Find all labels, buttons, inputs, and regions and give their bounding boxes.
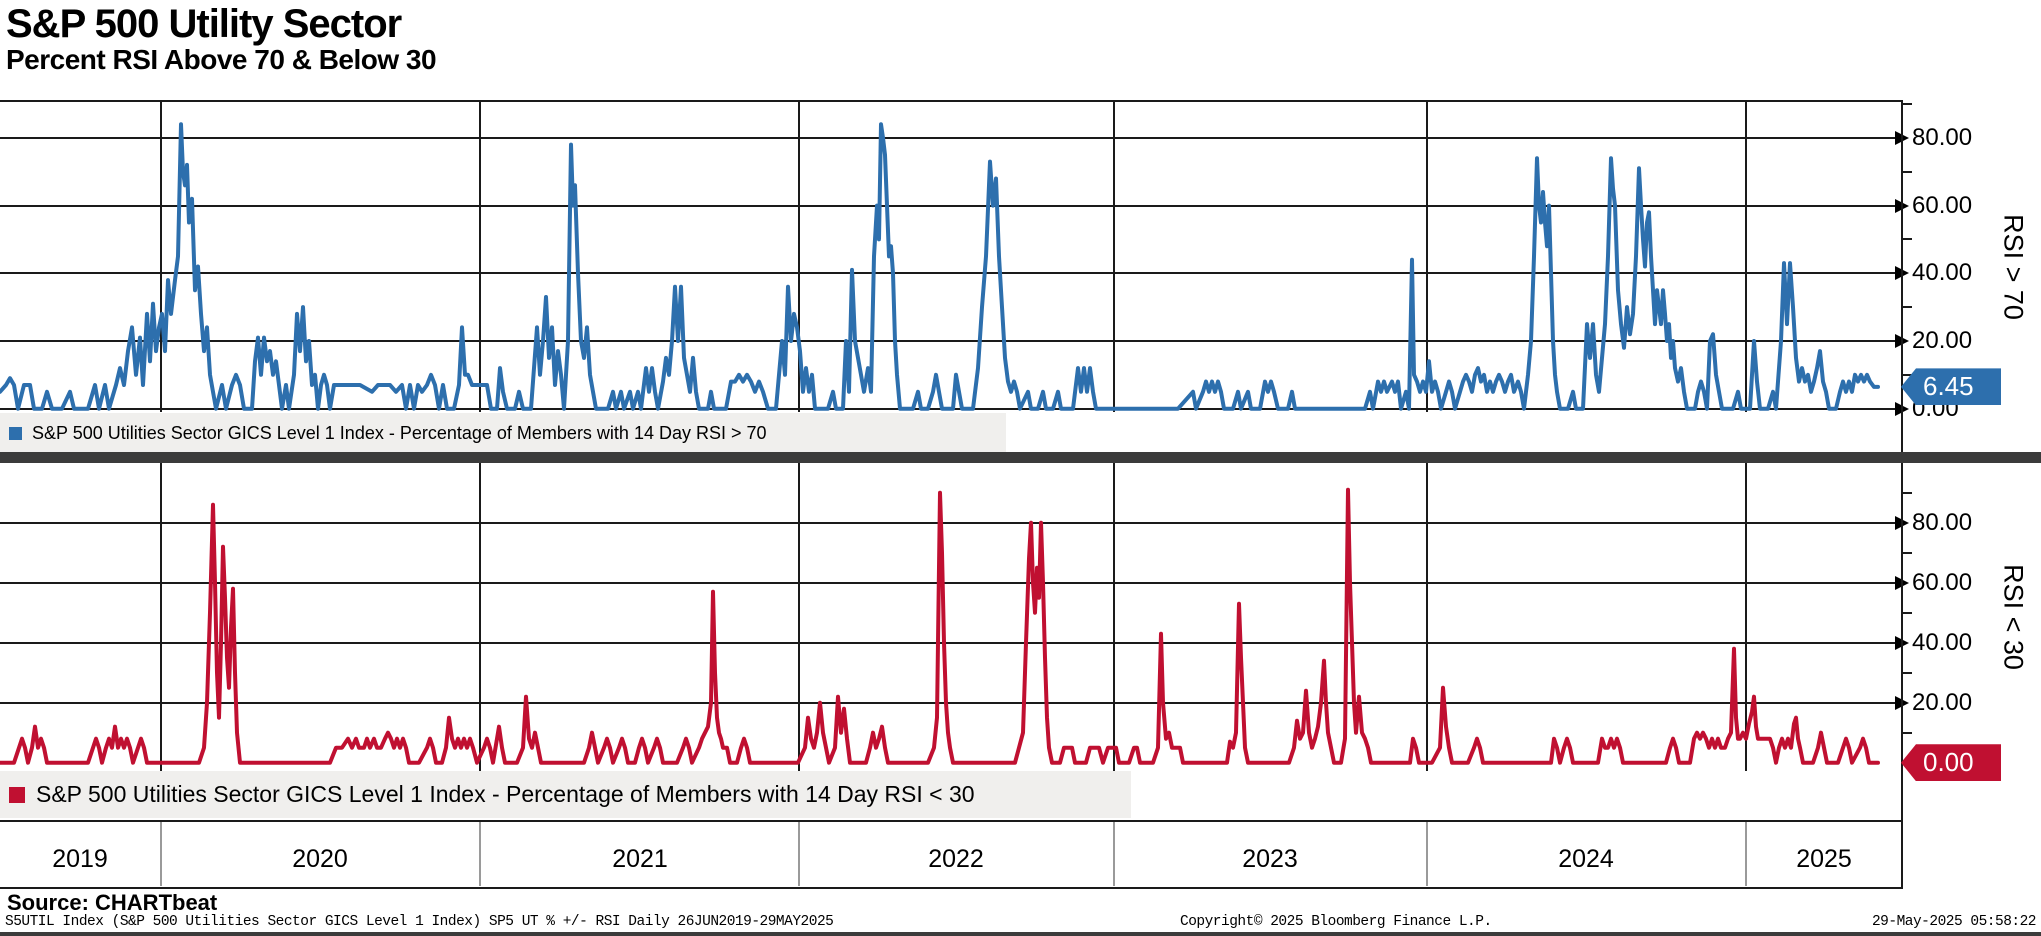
y-minor-tick-70 [1902, 551, 1912, 554]
year-gridline-2021 [479, 463, 481, 771]
legend-label: S&P 500 Utilities Sector GICS Level 1 In… [36, 781, 975, 807]
y-minor-tick-50 [1902, 611, 1912, 614]
y-axis-label-80: 80.00 [1912, 508, 1973, 536]
y-minor-tick-10 [1902, 731, 1912, 734]
page-title: S&P 500 Utility Sector [6, 2, 402, 46]
year-band-separator-2020 [160, 822, 162, 886]
year-band-separator-2025 [1745, 822, 1747, 886]
y-axis-label-60: 60.00 [1912, 191, 1973, 219]
year-label-2019: 2019 [52, 845, 108, 873]
year-gridline-2025 [1745, 463, 1747, 771]
y-axis-label-80: 80.00 [1912, 123, 1973, 151]
y-minor-tick-90 [1902, 491, 1912, 494]
year-band-separator-2024 [1426, 822, 1428, 886]
year-band-separator-2023 [1113, 822, 1115, 886]
window-bottom-bar [0, 932, 2041, 936]
year-label-2023: 2023 [1242, 845, 1298, 873]
year-gridline-2024 [1426, 463, 1428, 771]
legend-swatch-red [9, 786, 25, 803]
year-gridline-2021 [479, 101, 481, 412]
source-label: Source: CHARTbeat [7, 890, 218, 915]
y-axis-label-40: 40.00 [1912, 628, 1973, 656]
legend-rsi-above-70: S&P 500 Utilities Sector GICS Level 1 In… [0, 413, 1006, 453]
rsi-below-30-line [0, 487, 1880, 765]
y-gridline-40 [0, 641, 1895, 644]
right-axis-line [1901, 101, 1903, 889]
y-gridline-40 [0, 272, 1895, 275]
year-gridline-2023 [1113, 101, 1115, 412]
last-value-badge-bottom: 0.00 [1901, 744, 2001, 782]
year-label-2021: 2021 [612, 845, 668, 873]
rsi-above-70-line [0, 122, 1880, 411]
y-minor-tick-50 [1902, 238, 1912, 241]
y-minor-tick-70 [1902, 170, 1912, 173]
y-minor-tick-30 [1902, 306, 1912, 309]
year-label-2025: 2025 [1796, 845, 1852, 873]
legend-swatch-blue [9, 426, 22, 440]
top-axis-title: RSI > 70 [1998, 214, 2029, 320]
legend-label: S&P 500 Utilities Sector GICS Level 1 In… [32, 422, 767, 443]
ticker-info-line: S5UTIL Index (S&P 500 Utilities Sector G… [5, 914, 834, 930]
timestamp-text: 29-May-2025 05:58:22 [1871, 914, 2037, 930]
year-gridline-2022 [798, 463, 800, 771]
y-axis-label-20: 20.00 [1912, 688, 1973, 716]
year-label-2024: 2024 [1558, 845, 1614, 873]
year-gridline-2025 [1745, 101, 1747, 412]
y-axis-label-20: 20.00 [1912, 326, 1973, 354]
y-minor-tick-90 [1902, 103, 1912, 105]
top-panel-frame-line [0, 100, 1903, 102]
y-axis-label-60: 60.00 [1912, 568, 1973, 596]
year-gridline-2020 [160, 101, 162, 412]
panel-divider [0, 452, 2041, 463]
y-gridline-60 [0, 581, 1895, 584]
x-axis-band-top-line [0, 820, 1903, 822]
year-label-2020: 2020 [292, 845, 348, 873]
y-gridline-80 [0, 521, 1895, 524]
x-axis-band-bottom-line [0, 887, 1903, 889]
year-band-separator-2022 [798, 822, 800, 886]
page-subtitle: Percent RSI Above 70 & Below 30 [6, 44, 437, 75]
y-gridline-60 [0, 204, 1895, 207]
copyright-text: Copyright© 2025 Bloomberg Finance L.P. [1180, 914, 1492, 930]
year-gridline-2022 [798, 101, 800, 412]
bottom-axis-title: RSI < 30 [1998, 564, 2029, 670]
year-band-separator-2021 [479, 822, 481, 886]
legend-rsi-below-30: S&P 500 Utilities Sector GICS Level 1 In… [0, 771, 1131, 818]
y-minor-tick-10 [1902, 373, 1912, 376]
y-axis-label-40: 40.00 [1912, 259, 1973, 287]
y-gridline-80 [0, 136, 1895, 139]
year-gridline-2020 [160, 463, 162, 771]
year-gridline-2023 [1113, 463, 1115, 771]
year-label-2022: 2022 [928, 845, 984, 873]
year-gridline-2024 [1426, 101, 1428, 412]
y-gridline-20 [0, 339, 1895, 342]
y-minor-tick-30 [1902, 671, 1912, 674]
last-value-badge-top: 6.45 [1901, 368, 2001, 406]
